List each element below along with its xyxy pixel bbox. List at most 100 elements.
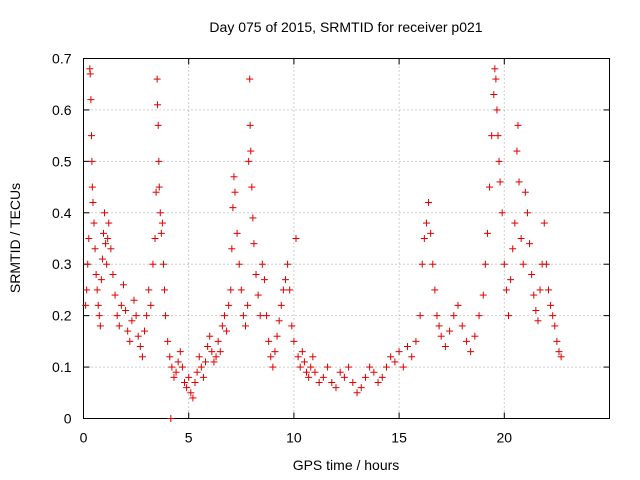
data-point	[98, 255, 106, 263]
data-point	[216, 348, 224, 356]
data-point	[193, 368, 201, 376]
y-tick-label: 0.2	[52, 308, 72, 324]
data-point	[124, 327, 132, 335]
data-point	[249, 214, 257, 222]
data-point	[230, 173, 238, 181]
data-point	[495, 157, 503, 165]
data-point	[517, 235, 525, 242]
data-point	[189, 394, 197, 402]
data-point	[498, 209, 506, 217]
y-tick-label: 0.7	[52, 51, 72, 67]
data-point	[155, 157, 163, 165]
data-point	[300, 358, 308, 366]
data-point	[462, 337, 470, 345]
data-point	[534, 317, 542, 325]
data-point	[130, 296, 138, 304]
data-point	[227, 286, 235, 294]
data-point	[149, 260, 157, 268]
data-point	[311, 368, 319, 376]
data-point	[544, 286, 552, 294]
data-point	[99, 229, 107, 237]
data-point	[141, 327, 149, 335]
data-point	[441, 343, 449, 350]
data-point	[265, 337, 273, 345]
data-point	[370, 368, 378, 376]
data-point	[228, 245, 236, 253]
data-point	[202, 358, 210, 366]
data-point	[271, 348, 279, 356]
data-point	[225, 301, 233, 309]
data-point	[429, 260, 437, 268]
data-point	[147, 301, 155, 309]
data-point	[92, 271, 100, 278]
data-point	[395, 348, 403, 356]
data-point	[172, 368, 180, 376]
data-point	[292, 235, 300, 242]
data-point	[551, 322, 559, 330]
data-point	[180, 379, 188, 386]
data-point	[166, 353, 174, 361]
data-point	[422, 219, 430, 227]
data-point	[492, 75, 500, 83]
data-point	[88, 157, 96, 165]
data-point	[111, 291, 119, 299]
data-point	[87, 96, 95, 104]
x-tick-label: 20	[497, 430, 513, 446]
data-point	[229, 204, 237, 212]
data-point	[435, 322, 443, 330]
data-point	[319, 373, 327, 381]
data-point	[315, 379, 323, 386]
data-point	[425, 199, 433, 206]
data-point	[491, 65, 499, 73]
data-point	[391, 358, 399, 366]
data-point	[387, 353, 395, 361]
data-point	[101, 209, 109, 217]
data-point	[431, 286, 439, 294]
data-point	[488, 132, 496, 140]
data-point	[103, 260, 111, 268]
data-point	[95, 312, 103, 320]
data-point	[336, 368, 344, 376]
data-point	[161, 286, 169, 294]
data-point	[557, 353, 565, 361]
data-point	[119, 281, 127, 289]
data-point	[218, 322, 226, 330]
data-point	[526, 240, 534, 248]
data-point	[345, 363, 353, 371]
data-point	[254, 291, 262, 299]
data-point	[494, 132, 502, 140]
plot-frame	[83, 58, 610, 419]
data-point	[167, 415, 175, 422]
data-point	[296, 363, 304, 371]
data-point	[521, 188, 529, 196]
data-point	[298, 348, 306, 356]
data-point	[83, 286, 91, 294]
data-point	[267, 353, 275, 361]
data-point	[530, 291, 538, 299]
data-point	[178, 363, 186, 371]
y-axis-title: SRMTID / TECUs	[7, 183, 23, 293]
data-point	[279, 286, 287, 294]
data-point	[486, 183, 494, 191]
data-point	[93, 286, 101, 294]
data-point	[206, 332, 214, 340]
data-point	[195, 353, 203, 361]
data-point	[519, 260, 527, 268]
data-point	[212, 353, 220, 361]
data-point	[353, 389, 361, 397]
data-point	[90, 219, 98, 227]
data-point	[523, 209, 531, 217]
data-point	[170, 373, 178, 381]
data-point	[496, 178, 504, 186]
data-point	[540, 219, 548, 227]
axis-ticks: 0 5 10 15 20 0 0.1 0.2 0.3 0.4 0.5 0.6 0.7	[52, 51, 610, 446]
data-point	[85, 235, 93, 242]
y-tick-label: 0.1	[52, 359, 72, 375]
data-point	[199, 373, 207, 381]
data-point	[252, 271, 260, 278]
data-point	[122, 307, 130, 314]
data-point	[433, 312, 441, 320]
scatter-points	[82, 65, 565, 422]
data-point	[239, 312, 247, 320]
x-tick-label: 5	[185, 430, 193, 446]
